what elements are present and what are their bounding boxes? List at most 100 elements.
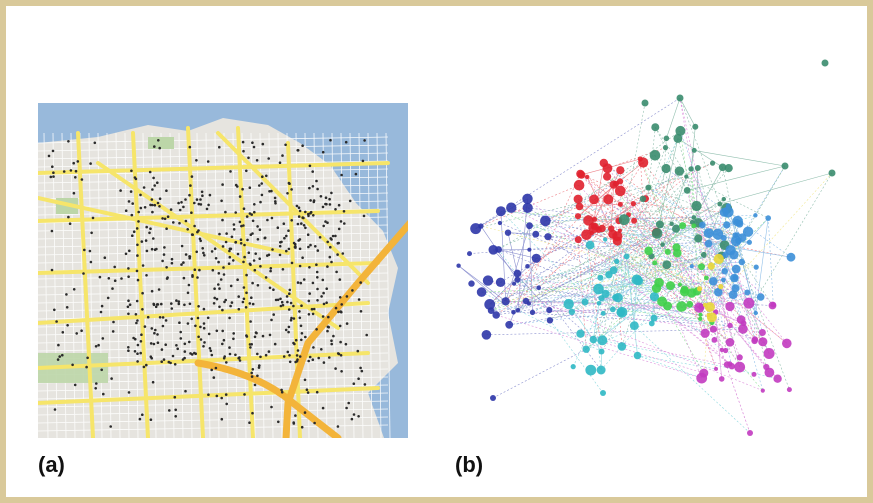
network-node [589, 194, 599, 205]
network-node [707, 262, 715, 270]
network-node [651, 228, 663, 239]
network-node [734, 232, 740, 238]
network-node [596, 365, 606, 375]
network-node [758, 337, 768, 347]
network-node [495, 246, 502, 253]
network-nodes [456, 59, 836, 436]
network-node [725, 338, 735, 347]
network-node [688, 166, 694, 172]
network-node [700, 328, 710, 338]
network-node [764, 367, 775, 378]
network-node [664, 248, 671, 255]
network-node [721, 277, 726, 283]
network-node [504, 229, 512, 236]
network-node [484, 299, 496, 310]
network-node [481, 330, 492, 340]
network-node [737, 233, 747, 242]
network-node [608, 225, 615, 232]
network-node [657, 296, 668, 307]
network-node [505, 320, 514, 329]
network-node [573, 179, 585, 191]
network-node [501, 297, 510, 306]
network-node [758, 329, 766, 336]
network-node [468, 280, 475, 287]
network-node [591, 216, 598, 222]
network-node [651, 123, 660, 132]
network-node [697, 286, 703, 292]
network-node [609, 306, 616, 313]
network-node [596, 301, 602, 306]
network-node [576, 329, 585, 338]
network-node [699, 368, 709, 378]
network-node [515, 308, 521, 313]
network-node [598, 224, 606, 233]
network-node [593, 283, 604, 295]
network-node [763, 363, 770, 371]
network-node [546, 307, 553, 314]
network-node [617, 178, 624, 185]
network-node [617, 342, 627, 351]
street-map-image [38, 103, 408, 438]
network-node [641, 99, 649, 107]
network-node [694, 234, 703, 243]
network-node [582, 345, 590, 353]
network-node [645, 184, 652, 191]
network-node [488, 245, 499, 255]
network-node [691, 215, 697, 220]
network-node [526, 222, 533, 230]
network-node [722, 206, 734, 218]
network-node [603, 194, 614, 205]
network-node [631, 217, 638, 224]
network-node [703, 228, 714, 239]
network-node [597, 274, 604, 281]
network-node [650, 314, 658, 322]
network-node [673, 248, 682, 258]
network-node [511, 309, 516, 315]
network-node [751, 336, 759, 343]
network-node [672, 224, 680, 233]
network-node [470, 223, 482, 235]
network-node [583, 215, 594, 226]
network-node [728, 290, 738, 299]
map-data-points [47, 138, 369, 429]
network-node [615, 185, 626, 197]
network-node [700, 251, 707, 258]
network-node [738, 258, 745, 266]
network-node [709, 325, 717, 333]
network-node [589, 231, 594, 236]
network-node [644, 246, 653, 256]
network-node [570, 364, 576, 370]
network-node [676, 301, 687, 312]
network-node [710, 160, 716, 166]
network-node [679, 287, 690, 297]
network-node [704, 239, 713, 248]
network-node [655, 220, 664, 229]
network-node [691, 223, 697, 229]
network-edges [458, 97, 833, 434]
network-graph-image [456, 59, 836, 436]
network-node [544, 233, 552, 241]
network-node [546, 317, 554, 324]
network-node [721, 268, 728, 275]
network-node [756, 293, 765, 301]
network-node [651, 283, 662, 293]
network-node [713, 253, 724, 265]
network-node [723, 221, 731, 229]
network-node [723, 347, 729, 354]
network-node [689, 264, 694, 269]
panel-b-network-graph [440, 48, 850, 448]
network-node [677, 282, 682, 287]
network-node [495, 277, 506, 287]
network-node [698, 312, 703, 317]
network-node [773, 374, 782, 383]
network-node [669, 221, 674, 226]
network-node [765, 215, 771, 221]
network-node [719, 347, 725, 353]
network-node [676, 94, 684, 102]
network-node [639, 195, 647, 202]
network-node [743, 297, 755, 309]
network-node [585, 240, 595, 250]
network-node [673, 133, 683, 143]
network-node [603, 237, 608, 242]
network-node [476, 287, 487, 297]
